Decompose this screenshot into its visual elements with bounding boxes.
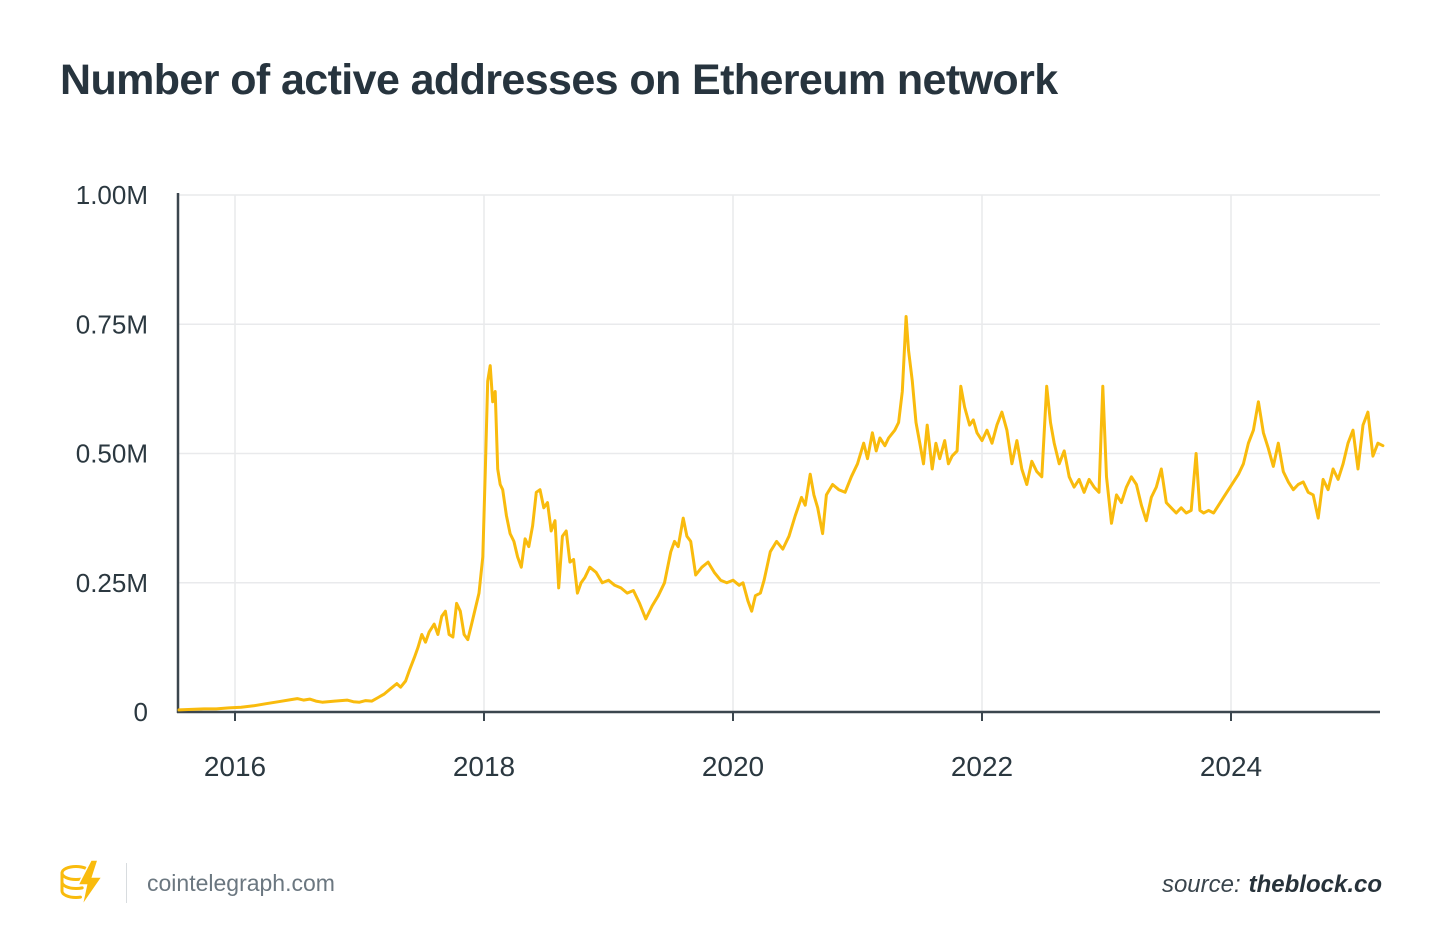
site-name: cointelegraph.com	[147, 869, 335, 896]
active-addresses-series-line	[177, 315, 1385, 712]
x-axis-tick-label: 2024	[1200, 751, 1262, 782]
source-attribution: source: theblock.co	[1162, 871, 1382, 899]
source-name: theblock.co	[1248, 871, 1382, 898]
footer-branding: cointelegraph.com	[58, 859, 335, 907]
chart-title: Number of active addresses on Ethereum n…	[60, 56, 1058, 104]
y-axis-tick-label: 0.75M	[76, 309, 148, 339]
footer-divider	[126, 863, 127, 903]
source-label: source:	[1161, 871, 1241, 898]
y-axis-tick-label: 0.25M	[76, 568, 148, 598]
x-axis-tick-label: 2022	[951, 751, 1013, 782]
x-axis-tick-label: 2016	[204, 751, 266, 782]
y-axis-tick-label: 1.00M	[76, 180, 148, 210]
x-axis-tick-label: 2018	[453, 751, 515, 782]
y-axis-tick-label: 0	[134, 697, 148, 727]
x-axis-tick-label: 2020	[702, 751, 764, 782]
y-axis-tick-label: 0.50M	[76, 439, 148, 469]
cointelegraph-logo-icon	[60, 859, 104, 907]
footer: cointelegraph.com source: theblock.co	[0, 853, 1450, 917]
